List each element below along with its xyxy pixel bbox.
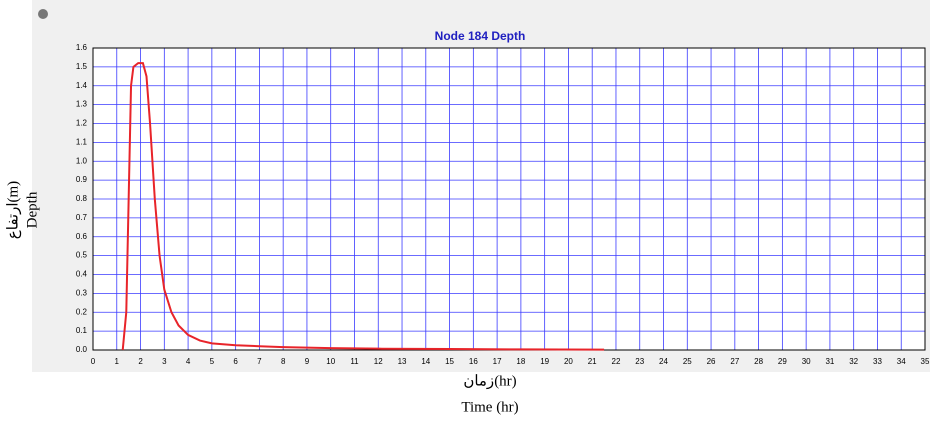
x-tick-label: 5 <box>210 357 215 366</box>
y-tick-label: 1.3 <box>76 100 88 109</box>
y-tick-label: 1.1 <box>76 137 88 146</box>
y-axis-label: ارتفاع(m) <box>5 181 21 239</box>
y-tick-label: 0.7 <box>76 213 88 222</box>
x-tick-label: 30 <box>802 357 811 366</box>
y-tick-label: 0.1 <box>76 326 88 335</box>
x-tick-label: 11 <box>350 357 359 366</box>
y-tick-label: 0.3 <box>76 288 88 297</box>
y-tick-label: 0.9 <box>76 175 88 184</box>
y-tick-label: 0.8 <box>76 194 88 203</box>
y-tick-label: 0.4 <box>76 270 88 279</box>
y-tick-label: 0.5 <box>76 251 88 260</box>
y-tick-label: 0.6 <box>76 232 88 241</box>
x-tick-label: 26 <box>707 357 716 366</box>
data-line <box>121 62 605 351</box>
x-tick-label: 7 <box>257 357 262 366</box>
x-axis-label: زمان(hr) <box>463 373 516 389</box>
x-tick-label: 10 <box>326 357 335 366</box>
x-tick-label: 17 <box>493 357 502 366</box>
x-tick-label: 16 <box>469 357 478 366</box>
x-tick-label: 6 <box>233 357 238 366</box>
y-tick-label: 0.2 <box>76 307 88 316</box>
x-tick-label: 4 <box>186 357 191 366</box>
x-tick-label: 19 <box>540 357 549 366</box>
y-axis-label: Depth <box>24 191 40 228</box>
y-tick-label: 0.0 <box>76 345 88 354</box>
x-tick-label: 13 <box>398 357 407 366</box>
x-tick-label: 25 <box>683 357 692 366</box>
app-icon <box>38 9 48 19</box>
x-tick-label: 12 <box>374 357 383 366</box>
x-tick-label: 9 <box>305 357 310 366</box>
x-tick-label: 29 <box>778 357 787 366</box>
x-tick-label: 28 <box>754 357 763 366</box>
x-tick-label: 20 <box>564 357 573 366</box>
x-tick-label: 18 <box>516 357 525 366</box>
x-tick-label: 34 <box>897 357 906 366</box>
x-tick-label: 27 <box>730 357 739 366</box>
x-tick-label: 3 <box>162 357 167 366</box>
x-tick-label: 31 <box>825 357 834 366</box>
y-tick-label: 1.5 <box>76 62 88 71</box>
x-tick-label: 22 <box>612 357 621 366</box>
x-tick-label: 8 <box>281 357 286 366</box>
x-tick-label: 1 <box>115 357 120 366</box>
x-tick-label: 15 <box>445 357 454 366</box>
y-tick-label: 1.6 <box>76 43 88 52</box>
x-tick-label: 24 <box>659 357 668 366</box>
x-tick-label: 32 <box>849 357 858 366</box>
x-tick-label: 0 <box>91 357 96 366</box>
x-tick-label: 14 <box>421 357 430 366</box>
x-tick-label: 2 <box>138 357 143 366</box>
y-tick-label: 1.4 <box>76 81 88 90</box>
x-tick-label: 35 <box>921 357 930 366</box>
chart-title: Node 184 Depth <box>435 29 526 43</box>
y-tick-label: 1.2 <box>76 119 88 128</box>
y-tick-label: 1.0 <box>76 156 88 165</box>
x-tick-label: 23 <box>635 357 644 366</box>
x-tick-label: 21 <box>588 357 597 366</box>
x-axis-label: Time (hr) <box>461 399 518 415</box>
x-tick-label: 33 <box>873 357 882 366</box>
